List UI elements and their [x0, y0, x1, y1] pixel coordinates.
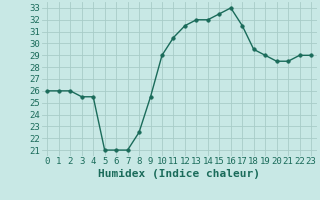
X-axis label: Humidex (Indice chaleur): Humidex (Indice chaleur) — [98, 169, 260, 179]
